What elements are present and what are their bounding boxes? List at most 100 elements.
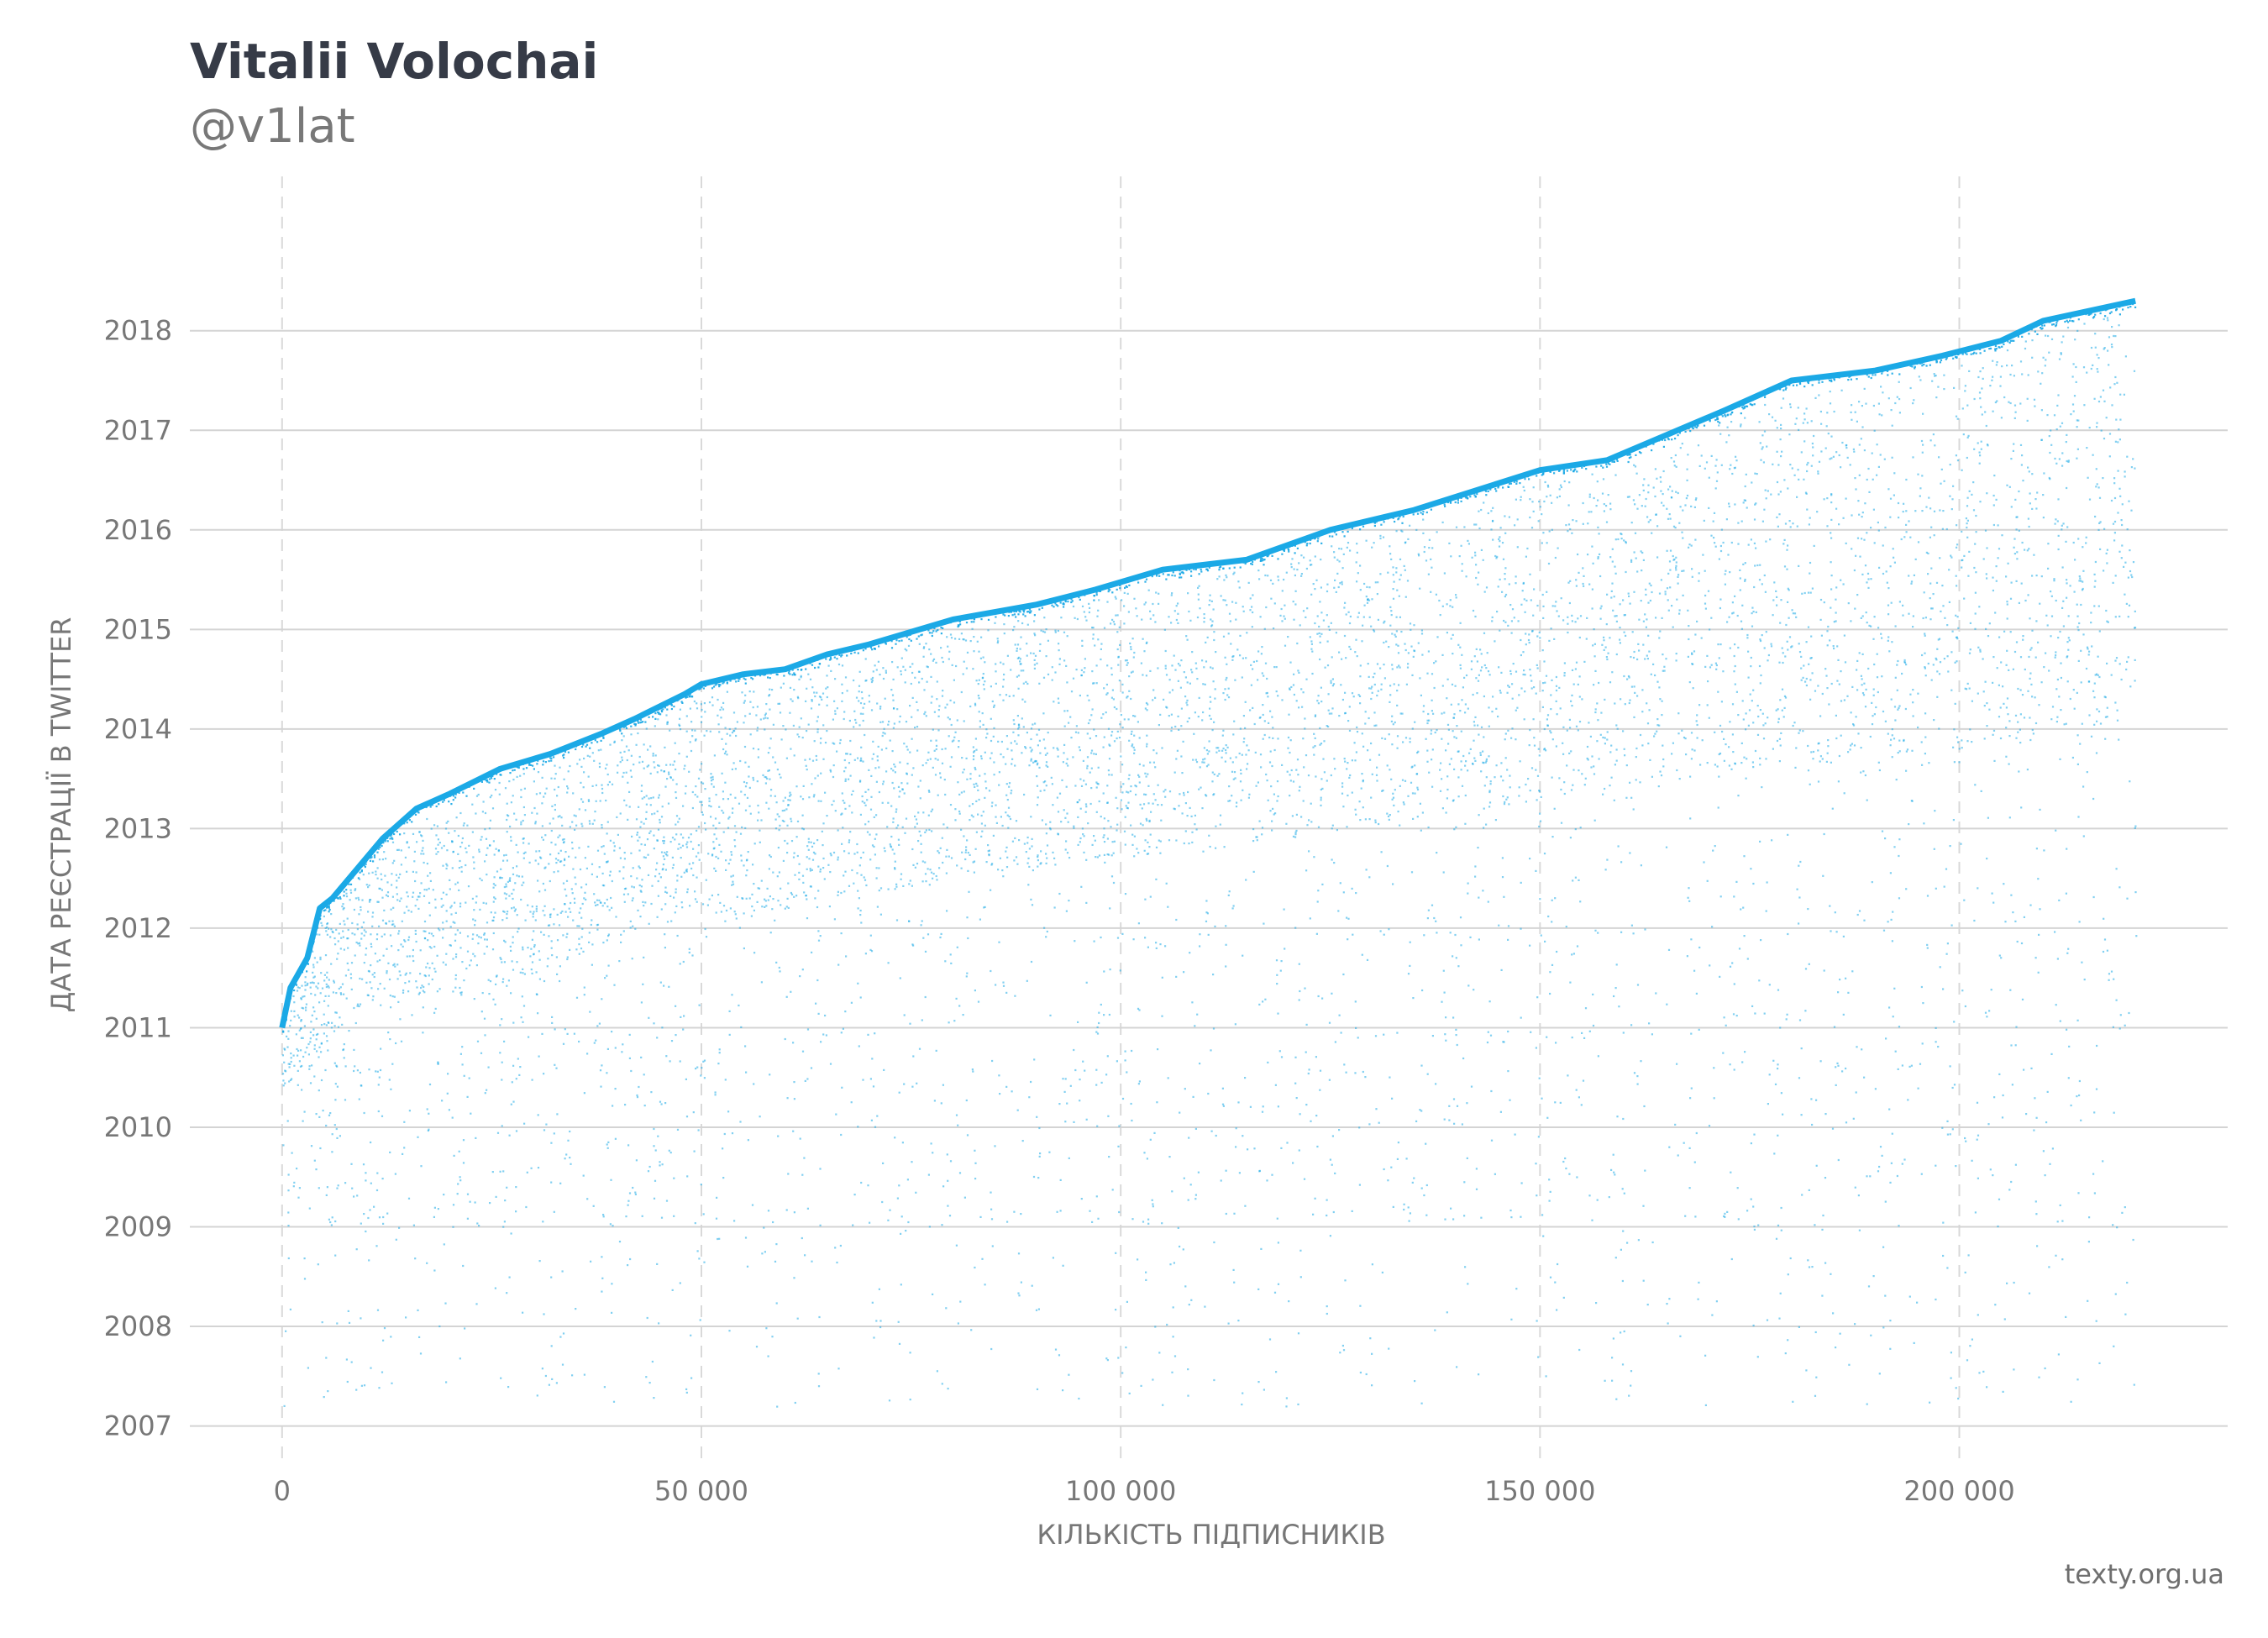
data-point bbox=[675, 815, 679, 817]
data-point bbox=[287, 1211, 290, 1214]
data-point bbox=[2052, 323, 2055, 326]
data-point bbox=[2009, 339, 2012, 342]
data-point bbox=[1499, 1110, 1502, 1113]
data-point bbox=[2017, 721, 2019, 723]
data-point bbox=[1873, 663, 1876, 666]
data-point bbox=[653, 1397, 655, 1399]
data-point bbox=[1030, 1080, 1032, 1084]
data-point bbox=[641, 879, 643, 881]
data-point bbox=[657, 718, 659, 721]
data-point bbox=[717, 723, 720, 726]
data-point bbox=[1809, 783, 1811, 785]
data-point bbox=[1494, 819, 1497, 822]
data-point bbox=[1445, 1039, 1447, 1042]
data-point bbox=[312, 1034, 315, 1037]
data-point bbox=[533, 768, 535, 770]
data-point bbox=[1194, 759, 1197, 761]
data-point bbox=[1183, 842, 1185, 845]
data-point bbox=[854, 718, 857, 722]
data-point bbox=[1251, 563, 1253, 565]
data-point bbox=[1131, 1119, 1133, 1122]
data-point bbox=[363, 1213, 365, 1215]
data-point bbox=[1320, 799, 1322, 801]
data-point bbox=[1421, 989, 1424, 992]
data-point bbox=[1593, 655, 1596, 658]
data-point bbox=[622, 775, 624, 778]
data-point bbox=[298, 987, 301, 990]
data-point bbox=[1817, 685, 1819, 687]
data-point bbox=[1925, 506, 1928, 508]
data-point bbox=[955, 1114, 958, 1116]
data-point bbox=[1931, 380, 1934, 382]
data-point bbox=[1626, 454, 1629, 456]
data-point bbox=[1616, 1116, 1619, 1118]
data-point bbox=[1935, 659, 1938, 661]
data-point bbox=[1678, 612, 1681, 615]
data-point bbox=[2037, 641, 2040, 643]
data-point bbox=[1504, 532, 1507, 534]
data-point bbox=[1096, 615, 1099, 617]
data-point bbox=[2076, 1019, 2079, 1021]
data-point bbox=[2132, 1238, 2134, 1242]
data-point bbox=[987, 844, 990, 847]
data-point bbox=[1858, 652, 1861, 654]
data-point bbox=[2063, 723, 2066, 726]
data-point bbox=[1501, 542, 1504, 544]
data-point bbox=[992, 735, 995, 738]
data-point bbox=[1821, 1294, 1824, 1297]
data-point bbox=[1690, 1032, 1693, 1035]
data-point bbox=[529, 764, 533, 766]
data-point bbox=[1777, 493, 1780, 496]
data-point bbox=[832, 718, 834, 721]
data-point bbox=[1565, 1167, 1567, 1170]
data-point bbox=[1399, 558, 1402, 560]
data-point bbox=[900, 1232, 902, 1235]
data-point bbox=[585, 898, 587, 901]
data-point bbox=[2082, 570, 2085, 572]
data-point bbox=[2055, 721, 2058, 723]
data-point bbox=[1043, 617, 1046, 619]
data-point bbox=[1575, 579, 1578, 581]
data-point bbox=[1051, 679, 1053, 681]
data-point bbox=[1480, 726, 1483, 728]
data-point bbox=[2055, 518, 2057, 521]
data-point bbox=[1718, 775, 1720, 778]
data-point bbox=[1563, 480, 1566, 483]
data-point bbox=[1646, 654, 1648, 657]
data-point bbox=[1280, 1056, 1284, 1058]
data-point bbox=[1924, 652, 1926, 654]
data-point bbox=[2077, 1192, 2080, 1194]
data-point bbox=[777, 702, 780, 705]
data-point bbox=[1002, 875, 1005, 878]
data-point bbox=[849, 774, 852, 777]
data-point bbox=[735, 680, 738, 683]
data-point bbox=[507, 911, 509, 913]
data-point bbox=[1652, 663, 1655, 665]
data-point bbox=[1632, 808, 1635, 811]
data-point bbox=[833, 700, 836, 702]
data-point bbox=[1612, 1337, 1614, 1340]
data-point bbox=[620, 933, 622, 936]
data-point bbox=[1532, 718, 1535, 721]
data-point bbox=[490, 911, 492, 914]
data-point bbox=[601, 1290, 603, 1293]
data-point bbox=[505, 883, 507, 885]
data-point bbox=[1305, 567, 1308, 570]
data-point bbox=[822, 857, 825, 860]
data-point bbox=[459, 947, 462, 949]
data-point bbox=[2076, 419, 2078, 422]
data-point bbox=[1520, 638, 1522, 642]
data-point bbox=[1139, 822, 1142, 825]
data-point bbox=[1966, 522, 1968, 525]
data-point bbox=[2114, 1293, 2117, 1295]
data-point bbox=[1143, 603, 1146, 606]
data-point bbox=[1887, 732, 1889, 735]
data-point bbox=[1634, 532, 1637, 534]
data-point bbox=[1435, 660, 1437, 663]
data-point bbox=[1371, 598, 1373, 601]
data-point bbox=[1688, 638, 1690, 641]
data-point bbox=[478, 1225, 480, 1227]
data-point bbox=[2098, 496, 2102, 499]
data-point bbox=[414, 1257, 417, 1260]
data-point bbox=[2013, 1368, 2015, 1371]
